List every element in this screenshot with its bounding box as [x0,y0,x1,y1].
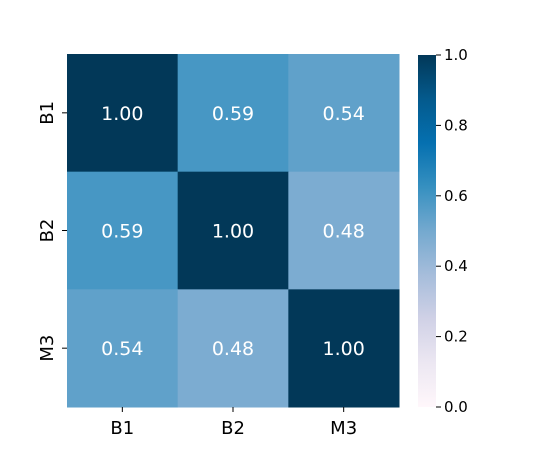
x-tick-label-b2: B2 [221,418,245,439]
heatmap-cell-B2-M3 [288,171,400,290]
heatmap-cell-B1-B1 [67,54,179,173]
colorbar-gradient [418,55,436,407]
y-tick-label-b1: B1 [37,101,58,125]
heatmap-cells: 1.00 0.59 0.54 0.59 1.00 0.48 0.54 0.48 1.00 [67,54,400,408]
x-tick-label-m3: M3 [330,418,357,439]
colorbar-tick-label: 1.0 [444,46,468,64]
heatmap-cell-M3-B2 [177,289,289,408]
cell-value-label: 1.00 [212,221,254,243]
colorbar-tick-label: 0.6 [444,187,468,205]
x-tick-label-b1: B1 [110,418,134,439]
colorbar: 0.0 0.2 0.4 0.6 0.8 1.0 [418,46,468,416]
colorbar-tick-label: 0.8 [444,116,468,134]
cell-value-label: 0.54 [101,338,143,360]
heatmap-cell-M3-B1 [67,289,179,408]
heatmap-cell-B1-B2 [177,54,289,173]
cell-value-label: 0.59 [212,103,254,125]
y-tick-label-m3: M3 [37,335,58,362]
cell-value-label: 1.00 [101,103,143,125]
cell-value-label: 0.59 [101,221,143,243]
cell-value-label: 1.00 [323,338,365,360]
cell-value-label: 0.54 [323,103,365,125]
heatmap-cell-B2-B2 [177,171,289,290]
x-axis: B1 B2 M3 [110,407,357,439]
heatmap-cell-M3-M3 [288,289,400,408]
heatmap-cell-B1-M3 [288,54,400,173]
y-tick-label-b2: B2 [37,219,58,243]
heatmap-cell-B2-B1 [67,171,179,290]
cell-value-label: 0.48 [212,338,254,360]
colorbar-tick-label: 0.2 [444,328,468,346]
colorbar-tick-label: 0.0 [444,398,468,416]
y-axis: B1 B2 M3 [37,101,67,362]
cell-value-label: 0.48 [323,221,365,243]
colorbar-tick-label: 0.4 [444,257,468,275]
